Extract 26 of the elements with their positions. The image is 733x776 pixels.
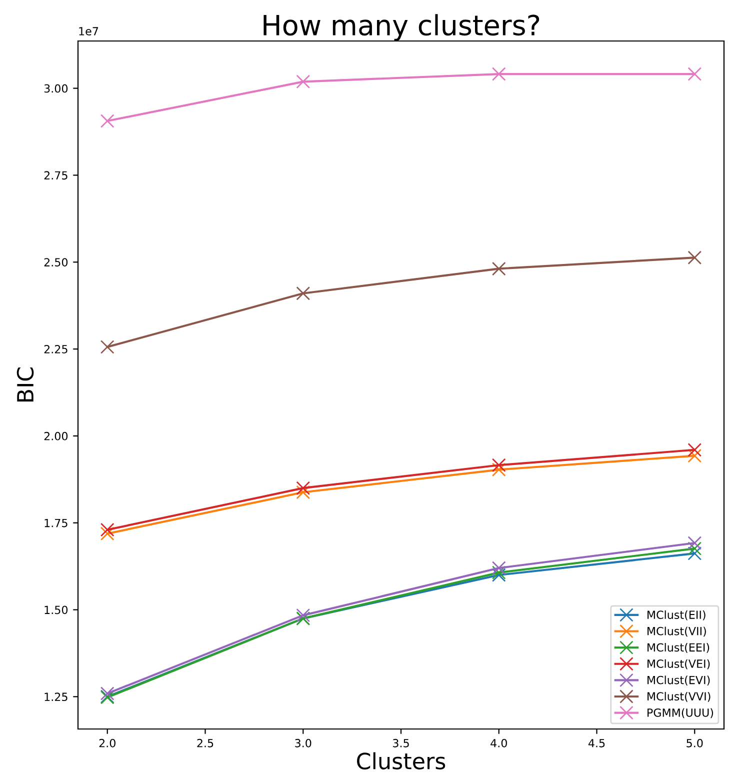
legend-label: MClust(VVI) bbox=[648, 692, 710, 702]
x-tick-label: 2.0 bbox=[99, 738, 116, 748]
x-tick-label: 3.0 bbox=[295, 738, 312, 748]
y-tick-label: 2.50 bbox=[44, 258, 68, 266]
x-axis-title: Clusters bbox=[357, 752, 446, 770]
legend-label: MClust(VII) bbox=[648, 626, 706, 637]
x-tick-label: 2.5 bbox=[197, 738, 214, 748]
text: 1e7 bbox=[79, 27, 98, 36]
y-axis-title: BIC bbox=[16, 368, 34, 402]
x-tick-label: 4.5 bbox=[588, 739, 605, 748]
x-tick-label: 5.0 bbox=[686, 738, 703, 748]
legend-label: MClust(VEI) bbox=[648, 659, 710, 670]
y-tick-label: 1.75 bbox=[44, 518, 68, 528]
y-tick-label: 2.75 bbox=[44, 171, 68, 180]
x-tick-label: 3.5 bbox=[393, 738, 409, 748]
y-tick-label: 1.25 bbox=[44, 692, 68, 702]
legend-label: PGMM(UUU) bbox=[648, 708, 714, 718]
legend-label: MClust(EEI) bbox=[648, 643, 710, 653]
y-tick-label: 1.50 bbox=[44, 606, 68, 614]
legend-label: MClust(EII) bbox=[648, 610, 706, 620]
legend-label: MClust(EVI) bbox=[648, 676, 710, 686]
chart-title: How many clusters? bbox=[264, 14, 540, 41]
y-tick-label: 2.25 bbox=[44, 344, 68, 354]
x-tick-label: 4.0 bbox=[490, 738, 507, 748]
y-tick-label: 2.00 bbox=[44, 432, 68, 440]
y-tick-label: 3.00 bbox=[44, 84, 68, 93]
